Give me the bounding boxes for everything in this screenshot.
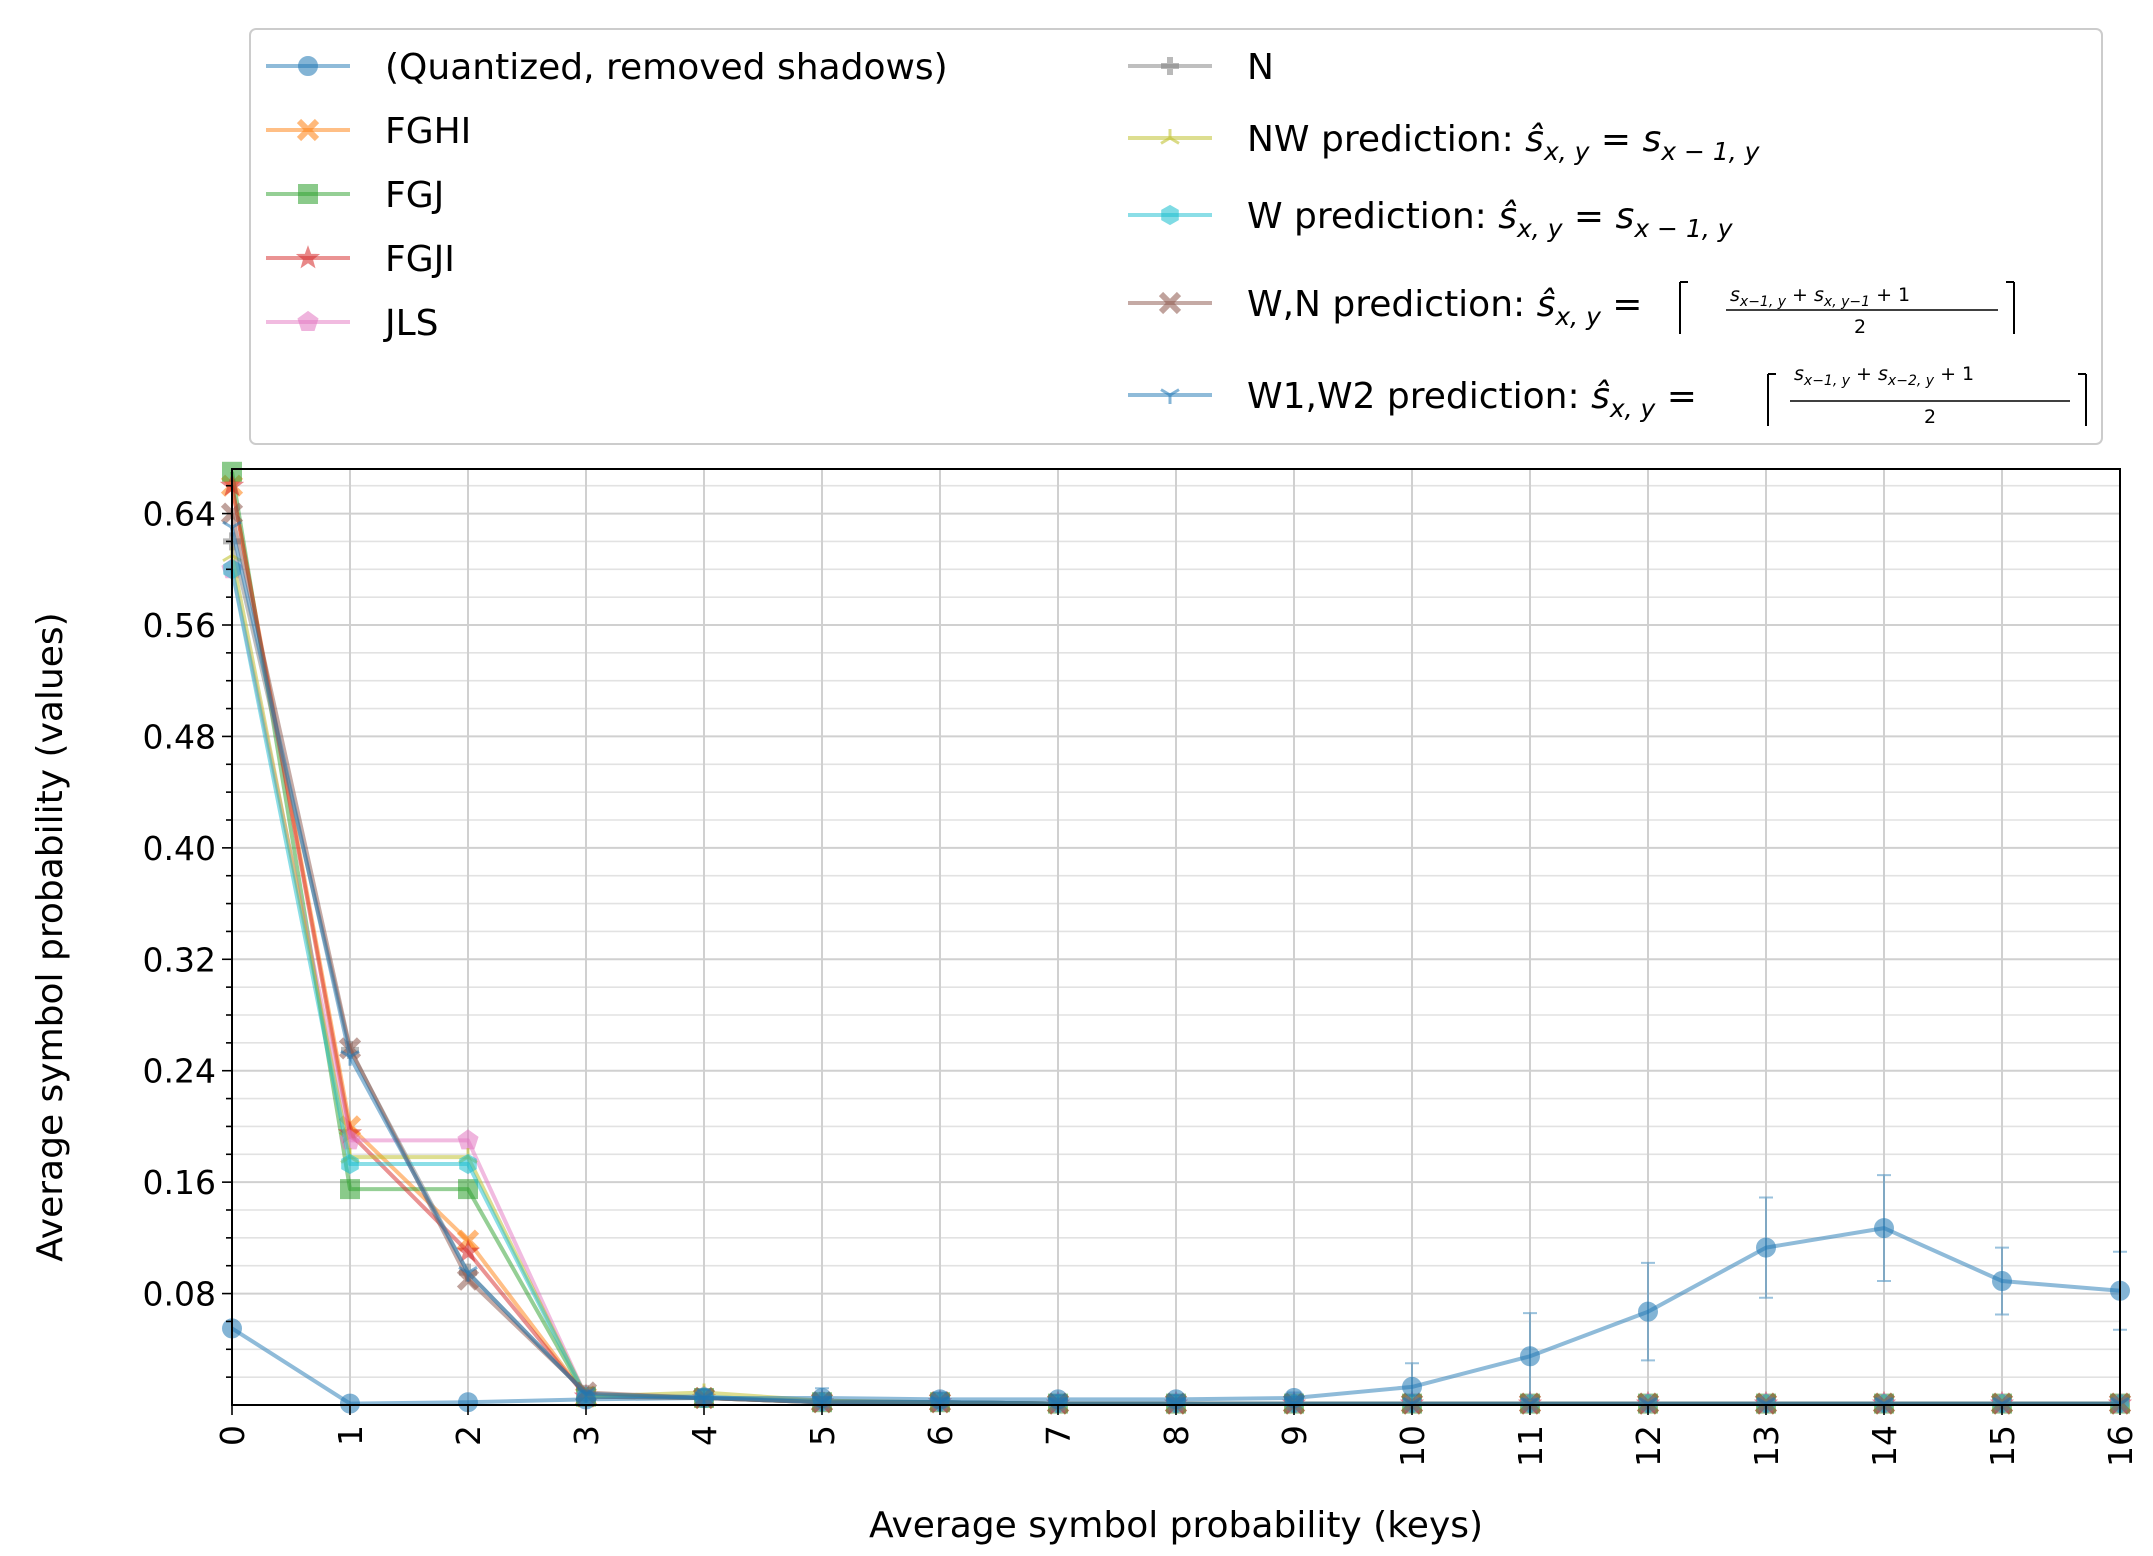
- data-point: [340, 1179, 360, 1200]
- x-tick-label: 9: [1275, 1425, 1314, 1446]
- legend-marker: [266, 56, 350, 76]
- x-tick-label: 0: [213, 1425, 252, 1446]
- legend-label-w1w2: W1,W2 prediction: ŝx, y = sx−1, y + sx−2…: [1247, 363, 2087, 428]
- data-point: [1756, 1237, 1776, 1258]
- legend-marker: [266, 184, 350, 204]
- data-point: [341, 1153, 359, 1175]
- x-tick-label: 8: [1157, 1425, 1196, 1446]
- svg-text:W,N prediction: ŝx, y =: W,N prediction: ŝx, y =: [1247, 284, 1642, 331]
- y-tick-label: 0.56: [143, 606, 216, 645]
- legend-marker-symbol: [1160, 388, 1180, 404]
- legend-marker: [1128, 204, 1212, 226]
- svg-text:2: 2: [1854, 316, 1866, 338]
- legend-label-quantized: (Quantized, removed shadows): [385, 47, 948, 88]
- x-tick-label: 2: [449, 1425, 488, 1446]
- legend-label-jls: JLS: [383, 303, 439, 344]
- x-tick-label: 10: [1393, 1425, 1432, 1467]
- x-tick-label: 1: [331, 1425, 370, 1446]
- legend: (Quantized, removed shadows) FGHI FGJ FG…: [249, 28, 2103, 445]
- y-tick-label: 0.32: [143, 940, 216, 979]
- series-0: [222, 1174, 2130, 1414]
- x-tick-label: 15: [1983, 1425, 2022, 1467]
- x-tick-label: 7: [1039, 1425, 1078, 1446]
- grid-lines: [231, 469, 2121, 1405]
- legend-label-nw-name: NW prediction: [1247, 119, 1502, 160]
- x-tick-label: 5: [803, 1425, 842, 1446]
- y-tick-label: 0.08: [143, 1275, 216, 1314]
- data-point: [1992, 1271, 2012, 1292]
- legend-marker-symbol: [295, 245, 321, 269]
- legend-marker-symbol: [1161, 204, 1179, 226]
- legend-label-w-name: W prediction: [1247, 196, 1475, 237]
- x-axis-label: Average symbol probability (keys): [869, 1505, 1483, 1546]
- legend-label-wn: W,N prediction: ŝx, y = sx−1, y + sx, y−…: [1247, 281, 2015, 338]
- legend-marker-symbol: [1160, 129, 1180, 145]
- legend-label-fgj: FGJ: [385, 175, 444, 216]
- data-point: [459, 1153, 477, 1175]
- legend-marker-symbol: [298, 184, 318, 204]
- y-axis-label: Average symbol probability (values): [30, 612, 71, 1261]
- x-tick-label: 4: [685, 1425, 724, 1446]
- x-tick-label: 6: [921, 1425, 960, 1446]
- legend-label-nw: NW prediction: ŝx, y = sx − 1, y: [1247, 119, 1761, 166]
- legend-label-w1w2-name: W1,W2 prediction: [1247, 376, 1568, 417]
- x-tick-label: 3: [567, 1425, 606, 1446]
- legend-marker-symbol: [297, 310, 319, 331]
- plot-area-series: [219, 461, 2133, 1415]
- legend-label-wn-name: W,N prediction: [1247, 284, 1513, 325]
- data-point: [458, 1179, 478, 1200]
- y-tick-label: 0.64: [143, 495, 216, 534]
- legend-label-fgji: FGJI: [385, 239, 455, 280]
- x-tick-label: 13: [1747, 1425, 1786, 1467]
- y-tick-label: 0.24: [143, 1052, 216, 1091]
- data-point: [1874, 1218, 1894, 1239]
- legend-marker: [266, 310, 350, 331]
- legend-marker-symbol: [1161, 57, 1179, 75]
- svg-text:sx−1, y + sx, y−1 + 1: sx−1, y + sx, y−1 + 1: [1730, 284, 1910, 310]
- legend-box: [249, 28, 2103, 445]
- legend-marker-symbol: [298, 56, 318, 76]
- y-tick-label: 0.16: [143, 1163, 216, 1202]
- legend-marker: [1128, 388, 1212, 404]
- svg-text:sx−1, y + sx−2, y + 1: sx−1, y + sx−2, y + 1: [1794, 363, 1974, 389]
- x-tick-label: 12: [1629, 1425, 1668, 1467]
- data-point: [457, 1129, 479, 1150]
- legend-marker: [266, 118, 350, 142]
- legend-label-fghi: FGHI: [385, 111, 471, 152]
- svg-text:W1,W2 prediction: ŝx, y =: W1,W2 prediction: ŝx, y =: [1247, 376, 1697, 423]
- legend-marker: [266, 245, 350, 269]
- x-tick-label: 16: [2101, 1425, 2140, 1467]
- legend-label-w: W prediction: ŝx, y = sx − 1, y: [1247, 196, 1734, 243]
- legend-markers: [266, 56, 1212, 404]
- data-point: [455, 1238, 481, 1263]
- legend-marker: [1128, 291, 1212, 315]
- data-point: [340, 1050, 360, 1066]
- x-tick-label: 11: [1511, 1425, 1550, 1467]
- legend-marker: [1128, 129, 1212, 145]
- axis-ticks: 0 1 2 3 4 5 6 7 8 9 10 11 12 13 14 15 160.080.160.240.32…: [143, 484, 2140, 1467]
- legend-marker-symbol: [1158, 291, 1182, 315]
- y-tick-label: 0.40: [143, 829, 216, 868]
- data-point: [458, 1265, 478, 1282]
- data-point: [1520, 1346, 1540, 1367]
- legend-marker: [1128, 57, 1212, 75]
- legend-marker-symbol: [296, 118, 320, 142]
- y-tick-label: 0.48: [143, 717, 216, 756]
- svg-text:2: 2: [1924, 406, 1936, 428]
- x-tick-label: 14: [1865, 1425, 1904, 1467]
- data-point: [1638, 1301, 1658, 1322]
- legend-label-n: N: [1247, 47, 1274, 88]
- data-point: [1402, 1376, 1422, 1397]
